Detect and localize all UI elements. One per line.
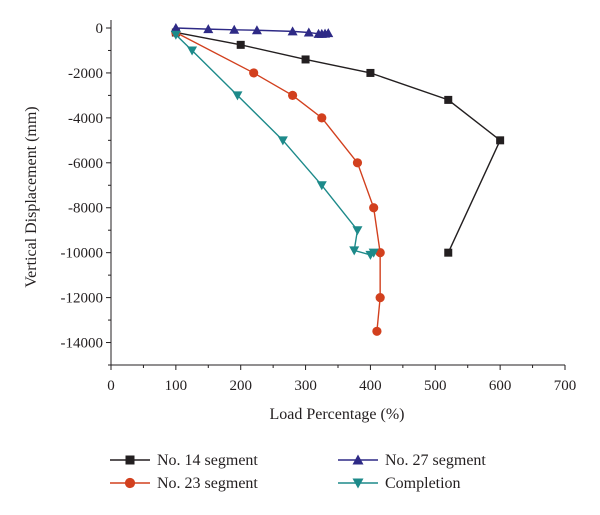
legend-item: No. 23 segment [110,475,258,492]
legend-marker [352,478,364,489]
y-tick-label: -12000 [61,291,104,307]
legend-label: No. 23 segment [157,475,258,492]
data-point [352,158,363,168]
x-tick-label: 100 [165,378,188,394]
series-line [175,31,381,332]
axes: 0 100 200 300 400 500 600 700 0 -2000 -4000 -6000 -8… [61,20,577,394]
data-point [170,23,181,32]
data-point [229,24,240,34]
data-point [366,68,375,77]
legend-item: No. 14 segment [110,452,258,469]
y-axis-title: Vertical Displacement (mm) [23,106,40,287]
data-point [232,91,243,101]
data-point [316,181,327,191]
y-tick-label: -8000 [68,201,103,217]
y-tick-label: -10000 [61,246,104,262]
data-point [236,40,245,49]
series-2 [171,27,385,336]
series-line [175,31,502,253]
x-axis-title: Load Percentage (%) [269,406,404,423]
data-point [170,30,181,40]
legend-item: Completion [338,475,461,492]
data-point [303,27,314,37]
data-point [277,136,288,146]
y-tick-label: -2000 [68,66,103,82]
legend-marker [124,477,136,489]
data-point [187,46,198,56]
data-point [444,248,453,257]
series-4 [170,30,379,260]
y-tick-label: -4000 [68,111,103,127]
legend-marker [352,454,364,465]
data-point [249,68,259,78]
data-point [287,26,298,36]
y-tick-label: -14000 [61,336,104,352]
series-3 [170,23,334,38]
x-tick-label: 600 [489,378,512,394]
x-tick-label: 300 [294,378,317,394]
data-point [444,95,453,104]
data-point [368,248,379,258]
x-tick-label: 500 [424,378,447,394]
data-point [369,203,379,213]
x-tick-label: 0 [107,378,115,394]
data-point [323,28,334,38]
legend-label: No. 27 segment [385,452,486,469]
data-point [375,293,385,303]
legend-label: No. 14 segment [157,452,258,469]
legend-item: No. 27 segment [338,452,486,469]
data-point [352,226,363,236]
data-point [203,24,214,34]
data-point [301,55,310,64]
x-tick-label: 400 [359,378,382,394]
data-point [288,90,298,100]
data-point [496,136,505,145]
data-point [251,25,262,35]
y-tick-label: 0 [96,21,104,37]
data-point [372,326,382,336]
x-tick-label: 200 [229,378,252,394]
series-layer [170,23,505,336]
legend-marker [125,455,135,465]
series-line [175,27,329,35]
legend: No. 14 segment No. 27 segment No. 23 segme… [110,452,486,492]
data-point [317,113,327,123]
series-1 [171,28,505,257]
legend-label: Completion [385,475,461,492]
data-point [375,248,385,258]
data-point [349,246,360,256]
x-tick-label: 700 [554,378,577,394]
y-tick-label: -6000 [68,156,103,172]
